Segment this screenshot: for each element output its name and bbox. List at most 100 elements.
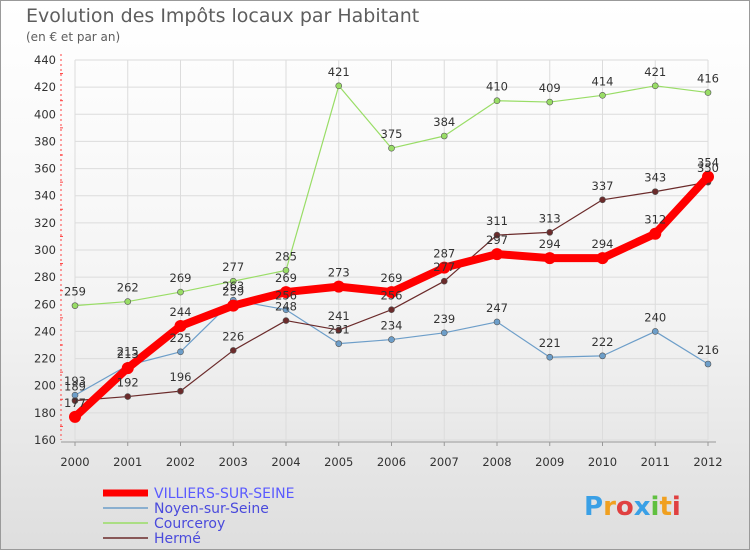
data-label: 213 <box>117 347 139 361</box>
data-label: 234 <box>381 319 403 333</box>
legend-label: Noyen-sur-Seine <box>154 501 269 517</box>
y-tick-label: 200 <box>34 379 56 393</box>
data-point <box>649 227 662 240</box>
data-label: 269 <box>170 271 192 285</box>
data-label: 259 <box>64 285 86 299</box>
data-point <box>599 352 606 360</box>
data-label: 240 <box>644 310 666 324</box>
data-point <box>493 318 501 326</box>
y-tick-label: 220 <box>34 352 56 366</box>
y-tick-label: 260 <box>34 297 56 311</box>
data-label: 273 <box>328 266 350 280</box>
data-point <box>282 317 290 324</box>
data-label: 421 <box>328 65 350 79</box>
data-label: 313 <box>539 211 561 225</box>
data-point <box>177 348 184 356</box>
data-point <box>440 132 448 140</box>
data-label: 277 <box>433 260 455 274</box>
data-point <box>174 320 187 332</box>
data-label: 241 <box>328 309 350 323</box>
data-label: 177 <box>64 396 86 410</box>
y-tick-label: 360 <box>34 162 56 176</box>
logo-letter: t <box>659 492 671 522</box>
axes: 160 180 200 220 240 260 280 300 320 340 360 380 400 4… <box>34 53 723 469</box>
chart-title: Evolution des Impôts locaux par Habitant <box>26 5 419 27</box>
data-label: 193 <box>64 374 86 388</box>
data-point <box>651 328 659 335</box>
data-label: 239 <box>433 312 455 326</box>
data-point <box>71 302 79 309</box>
y-tick-label: 340 <box>34 189 56 203</box>
logo-letter: i <box>651 492 660 522</box>
data-label: 421 <box>644 65 666 79</box>
data-label: 215 <box>117 344 139 358</box>
x-tick-label: 2010 <box>588 455 617 469</box>
data-label: 343 <box>644 171 666 185</box>
x-tick-label: 2004 <box>271 455 300 469</box>
data-point <box>282 306 290 314</box>
data-label: 225 <box>170 331 192 345</box>
data-label: 256 <box>381 289 403 303</box>
logo-letter: o <box>616 492 634 522</box>
data-point <box>385 286 398 299</box>
y-tick-label: 300 <box>34 243 56 257</box>
data-point <box>546 98 554 106</box>
logo-letter: i <box>672 492 681 522</box>
data-label: 337 <box>592 179 614 193</box>
data-point <box>596 252 609 265</box>
x-tick-label: 2005 <box>324 455 353 469</box>
data-label: 248 <box>275 300 297 314</box>
data-point <box>651 82 659 90</box>
data-point <box>704 360 712 368</box>
data-point <box>332 280 345 293</box>
y-tick-label: 400 <box>34 107 56 121</box>
y-tick-label: 160 <box>34 433 56 447</box>
data-label: 294 <box>592 237 614 251</box>
data-point <box>440 277 448 285</box>
x-tick-label: 2000 <box>60 455 89 469</box>
data-label: 192 <box>117 376 139 390</box>
data-point <box>702 170 714 183</box>
data-point <box>124 393 132 400</box>
x-tick-label: 2012 <box>693 455 722 469</box>
data-label: 277 <box>222 260 244 274</box>
legend-label: VILLIERS-SUR-SEINE <box>154 486 294 502</box>
y-tick-label: 440 <box>34 53 56 67</box>
data-point <box>121 362 134 375</box>
data-label: 269 <box>381 271 403 285</box>
data-point <box>335 340 343 347</box>
data-point <box>282 267 290 274</box>
x-tick-label: 2003 <box>219 455 248 469</box>
data-label: 244 <box>170 305 192 319</box>
x-tick-label: 2001 <box>113 455 142 469</box>
data-label: 312 <box>644 213 666 227</box>
data-point <box>71 397 79 404</box>
x-tick-label: 2011 <box>641 455 670 469</box>
data-point <box>493 97 501 105</box>
data-label: 231 <box>328 323 350 337</box>
logo-letter: r <box>603 492 616 522</box>
grid <box>74 59 709 441</box>
y-tick-label: 380 <box>34 134 56 148</box>
legend-label: Courceroy <box>154 516 225 532</box>
data-label: 269 <box>275 271 297 285</box>
data-label: 196 <box>170 370 192 384</box>
data-point <box>546 229 554 236</box>
x-tick-label: 2006 <box>377 455 406 469</box>
data-point <box>599 196 606 204</box>
data-label: 354 <box>697 156 719 170</box>
logo-text: Proxiti <box>584 492 681 522</box>
data-point <box>493 231 501 239</box>
logo-letter: P <box>584 492 603 522</box>
series-layer <box>69 82 714 423</box>
data-label: 311 <box>486 214 508 228</box>
proxiti-logo: Proxiti <box>584 492 681 522</box>
data-label: 409 <box>539 81 561 95</box>
y-tick-label: 240 <box>34 324 56 338</box>
data-label: 410 <box>486 80 508 94</box>
data-label: 189 <box>64 380 86 394</box>
y-tick-label: 180 <box>34 406 56 420</box>
data-point <box>704 89 712 96</box>
data-point <box>177 288 184 296</box>
data-label: 287 <box>433 247 455 261</box>
